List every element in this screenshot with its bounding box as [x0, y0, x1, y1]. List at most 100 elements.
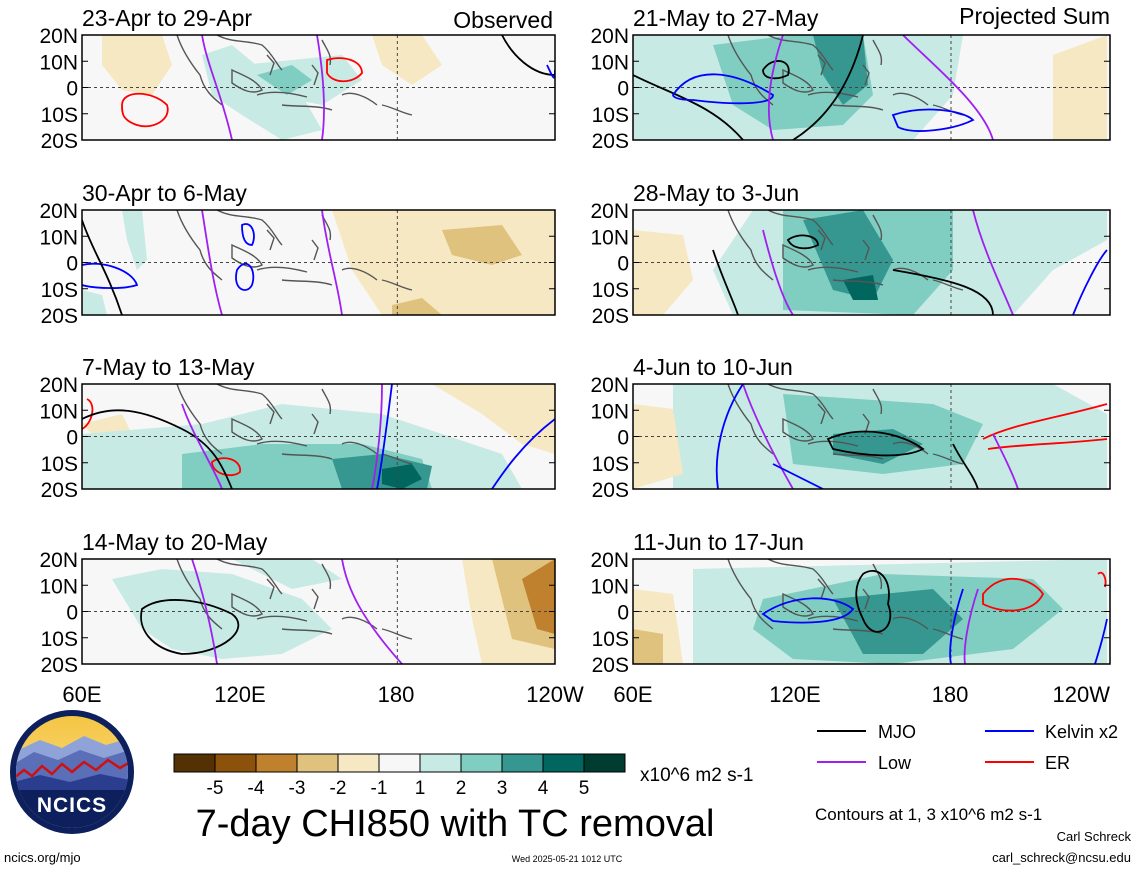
lat-label: 20N	[39, 25, 78, 48]
coastline-6	[817, 403, 826, 425]
lat-label: 0	[617, 78, 629, 101]
coastline-7	[341, 267, 378, 281]
lat-label: 0	[66, 427, 78, 450]
coastline-7	[892, 267, 929, 281]
lon-label-60e-left: 60E	[62, 682, 101, 707]
lon-label-120e-left: 120E	[214, 682, 265, 707]
lat-label: 10S	[592, 628, 629, 651]
panel-title: 28-May to 3-Jun	[633, 180, 799, 206]
coastline-2	[231, 417, 263, 442]
footer-url: ncics.org/mjo	[4, 850, 81, 865]
coastline-3	[807, 615, 859, 622]
shaded-region-0	[633, 230, 693, 315]
lat-label: 20N	[590, 374, 629, 397]
lat-label: 20S	[592, 654, 629, 677]
coastline-5	[872, 39, 883, 66]
shaded-region-2	[522, 559, 555, 634]
contour-line-6	[491, 418, 555, 489]
column-title-observed: Observed	[453, 7, 553, 33]
lat-label: 20S	[41, 130, 78, 153]
contour-line-0	[140, 599, 240, 655]
lat-label: 10N	[39, 226, 78, 249]
legend-label-mjo: MJO	[878, 722, 916, 742]
lat-label: 0	[617, 427, 629, 450]
coastline-2	[782, 68, 814, 93]
lat-label: 0	[617, 253, 629, 276]
coastline-3	[256, 91, 308, 98]
coastline-1	[216, 35, 283, 71]
coastline-3	[807, 266, 859, 273]
contour-line-2	[892, 269, 994, 315]
coastline-8	[862, 239, 870, 261]
lon-label-180-left: 180	[378, 682, 415, 707]
coastline-1	[767, 559, 834, 595]
contour-line-3	[201, 210, 223, 315]
lat-label: 20N	[590, 25, 629, 48]
coastline-3	[807, 91, 859, 98]
shaded-region-0	[432, 384, 555, 454]
contour-line-7	[772, 463, 824, 489]
coastline-7	[341, 616, 378, 630]
coastline-2	[231, 592, 263, 617]
colorbar-tick-9: 5	[579, 778, 590, 799]
colorbar-tick-4: -1	[371, 778, 388, 799]
coastline-7	[892, 92, 929, 106]
contour-line-1	[762, 60, 790, 80]
coastline-0	[727, 559, 774, 630]
contour-line-6	[902, 35, 994, 140]
contour-line-1	[211, 457, 241, 476]
panel-title: 21-May to 27-May	[633, 5, 819, 31]
coastline-2	[782, 417, 814, 442]
contour-line-5	[1072, 249, 1108, 315]
contour-line-5	[82, 219, 123, 315]
lat-label: 20N	[39, 374, 78, 397]
coastline-8	[311, 64, 319, 86]
panel-title: 23-Apr to 29-Apr	[82, 5, 252, 31]
contour-line-3	[762, 229, 794, 315]
colorbar-swatch-3	[296, 753, 339, 773]
coastline-0	[176, 384, 223, 455]
coastline-2	[231, 68, 263, 93]
coastline-4	[832, 628, 884, 635]
lat-label: 20S	[592, 130, 629, 153]
coastline-5	[872, 388, 883, 415]
contour-line-0	[786, 234, 819, 250]
ncics-logo: NCICS	[10, 710, 134, 834]
panel-title: 11-Jun to 17-Jun	[633, 529, 804, 555]
lat-label: 10N	[39, 575, 78, 598]
coastline-1	[216, 210, 283, 246]
contour-line-0	[761, 597, 855, 624]
coastline-8	[862, 64, 870, 86]
lat-label: 20N	[39, 200, 78, 223]
colorbar: -5 -4 -3 -2 -1 1 2 3 4 5	[173, 753, 626, 799]
coastline-9	[932, 628, 964, 640]
lon-label-180-right: 180	[932, 682, 969, 707]
coastline-0	[727, 35, 774, 106]
colorbar-tick-3: -2	[330, 778, 347, 799]
lon-axis-left: 60E 120E 180 120W	[62, 682, 584, 707]
shaded-region-5	[382, 464, 422, 489]
coastline-4	[281, 104, 333, 111]
coastline-5	[872, 214, 883, 241]
coastline-5	[872, 563, 883, 590]
contour-line-1	[855, 569, 892, 633]
coastline-4	[832, 453, 884, 460]
coastline-1	[767, 384, 834, 420]
footer-timestamp: Wed 2025-05-21 1012 UTC	[512, 854, 623, 864]
coastline-7	[892, 616, 929, 630]
contour-line-2	[792, 35, 864, 140]
contour-line-2	[341, 559, 403, 664]
coastline-3	[256, 266, 308, 273]
contour-line-6	[963, 588, 979, 664]
shaded-region-1	[633, 629, 663, 664]
contour-line-5	[1094, 618, 1108, 664]
contour-line-1	[712, 249, 739, 315]
coastline-2	[782, 592, 814, 617]
colorbar-swatch-5	[378, 753, 421, 773]
coastline-0	[176, 35, 223, 106]
coastline-2	[231, 243, 263, 268]
